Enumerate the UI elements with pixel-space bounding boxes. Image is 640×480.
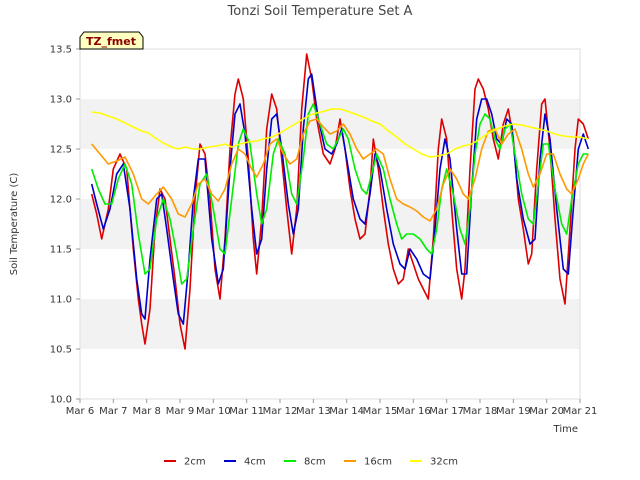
y-tick-label: 13.0 <box>50 95 72 106</box>
y-tick-label: 11.5 <box>50 245 72 256</box>
legend-label-4cm: 4cm <box>244 457 266 468</box>
x-tick-label: Mar 10 <box>196 406 231 417</box>
y-axis-ticks: 10.0 10.5 11.0 11.5 12.0 12.5 13.0 13.5 <box>50 45 80 406</box>
y-tick-label: 13.5 <box>50 45 72 56</box>
grid-band <box>80 299 580 349</box>
x-tick-label: Mar 19 <box>496 406 531 417</box>
x-tick-label: Mar 11 <box>229 406 264 417</box>
series-lines <box>90 53 590 350</box>
x-tick-label: Mar 13 <box>296 406 331 417</box>
legend-label-16cm: 16cm <box>364 457 392 468</box>
legend-label-32cm: 32cm <box>430 457 458 468</box>
series-line-4cm <box>90 73 590 325</box>
x-tick-label: Mar 17 <box>429 406 464 417</box>
x-tick-label: Mar 14 <box>329 406 364 417</box>
x-tick-label: Mar 8 <box>132 406 160 417</box>
station-badge: TZ_fmet <box>79 31 144 50</box>
legend-label-2cm: 2cm <box>184 457 206 468</box>
x-tick-label: Mar 9 <box>166 406 194 417</box>
series-line-32cm <box>91 108 589 158</box>
x-axis-label: Time <box>553 424 578 435</box>
y-tick-label: 10.5 <box>50 345 72 356</box>
x-tick-label: Mar 16 <box>396 406 431 417</box>
badge-label: TZ_fmet <box>86 35 136 48</box>
legend-label-8cm: 8cm <box>304 457 326 468</box>
y-tick-label: 10.0 <box>50 395 72 406</box>
x-tick-label: Mar 20 <box>529 406 564 417</box>
x-tick-label: Mar 7 <box>99 406 127 417</box>
legend: 2cm 4cm 8cm 16cm 32cm <box>164 457 458 468</box>
chart-title: Tonzi Soil Temperature Set A <box>227 4 413 19</box>
x-tick-label: Mar 18 <box>463 406 498 417</box>
y-tick-label: 12.5 <box>50 145 72 156</box>
y-tick-label: 11.0 <box>50 295 72 306</box>
badge-shape <box>79 31 144 50</box>
y-axis-label: Soil Temperature (C) <box>9 173 20 276</box>
plot-frame <box>79 48 581 400</box>
series-line-16cm <box>91 118 590 222</box>
x-tick-label: Mar 12 <box>263 406 298 417</box>
x-tick-label: Mar 15 <box>363 406 398 417</box>
x-tick-label: Mar 6 <box>66 406 94 417</box>
x-tick-label: Mar 21 <box>563 406 598 417</box>
y-tick-label: 12.0 <box>50 195 72 206</box>
